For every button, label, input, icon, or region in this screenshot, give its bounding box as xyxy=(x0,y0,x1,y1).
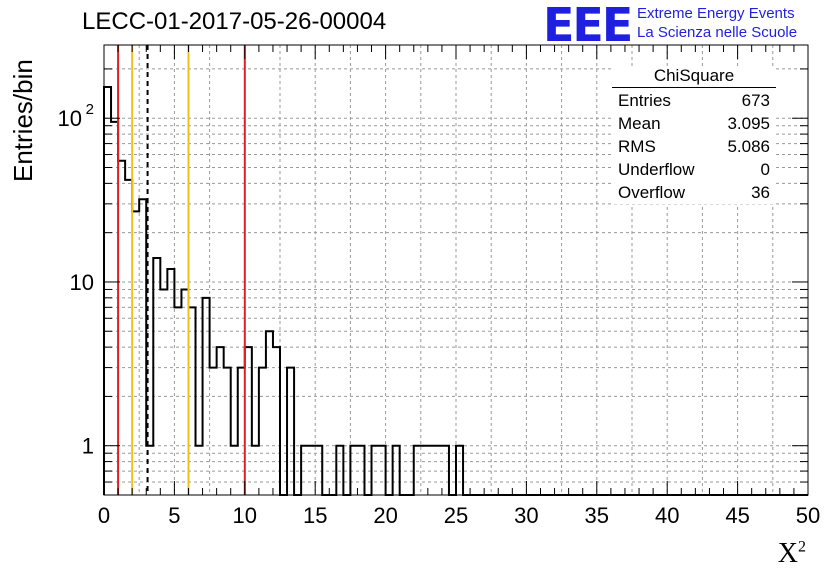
x-tick-label: 35 xyxy=(585,503,609,528)
stats-value: 36 xyxy=(751,183,770,202)
stats-value: 3.095 xyxy=(727,114,770,133)
y-tick-label: 10 xyxy=(58,106,82,131)
y-tick-label: 10 xyxy=(70,270,94,295)
x-axis-label: X2 xyxy=(778,538,806,570)
histogram-title: LECC-01-2017-05-26-00004 xyxy=(82,8,387,35)
stats-row-underflow: Underflow 0 xyxy=(612,158,776,181)
stats-label: Underflow xyxy=(618,160,695,179)
x-tick-label: 20 xyxy=(373,503,397,528)
stats-row-overflow: Overflow 36 xyxy=(612,181,776,204)
stats-label: Mean xyxy=(618,114,661,133)
stats-row-rms: RMS 5.086 xyxy=(612,135,776,158)
x-tick-label: 30 xyxy=(514,503,538,528)
stats-value: 673 xyxy=(741,91,770,110)
stats-label: Entries xyxy=(618,91,671,110)
y-tick-label-exponent: 2 xyxy=(86,101,94,118)
stats-title: ChiSquare xyxy=(612,66,776,88)
x-axis-label-superscript: 2 xyxy=(798,538,806,556)
y-tick-label: 1 xyxy=(82,434,94,459)
x-tick-label: 10 xyxy=(233,503,257,528)
eee-logo-mark: EEE xyxy=(543,0,633,52)
stats-box: ChiSquare Entries 673 Mean 3.095 RMS 5.086 … xyxy=(612,66,776,204)
x-tick-label: 50 xyxy=(796,503,820,528)
stats-row-mean: Mean 3.095 xyxy=(612,112,776,135)
y-axis-label: Entries/bin xyxy=(8,59,38,182)
logo-line-1: Extreme Energy Events xyxy=(637,5,795,22)
x-tick-label: 0 xyxy=(98,503,110,528)
stats-label: Overflow xyxy=(618,183,686,202)
x-tick-label: 40 xyxy=(655,503,679,528)
x-tick-label: 25 xyxy=(444,503,468,528)
stats-row-entries: Entries 673 xyxy=(612,89,776,112)
x-tick-label: 15 xyxy=(303,503,327,528)
x-tick-label: 45 xyxy=(725,503,749,528)
stats-value: 0 xyxy=(760,160,770,179)
stats-value: 5.086 xyxy=(727,137,770,156)
stats-label: RMS xyxy=(618,137,656,156)
logo-line-2: La Scienza nelle Scuole xyxy=(637,24,798,41)
x-axis-label-base: X xyxy=(777,538,798,569)
x-tick-label: 5 xyxy=(168,503,180,528)
